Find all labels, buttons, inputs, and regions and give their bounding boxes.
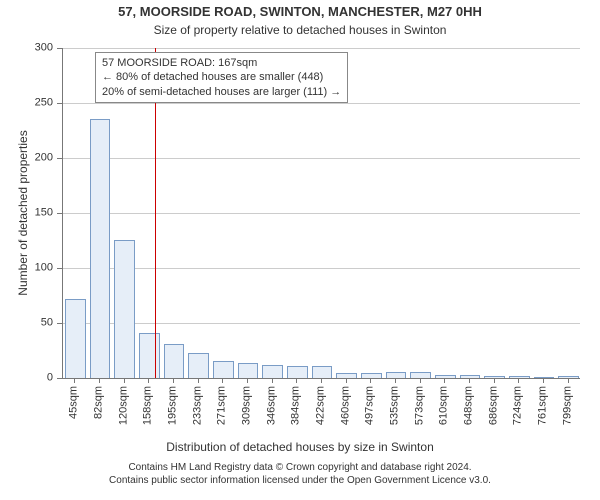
xtick-label: 648sqm xyxy=(464,386,475,446)
bar xyxy=(139,333,160,378)
bar xyxy=(287,366,308,378)
xtick-label: 346sqm xyxy=(266,386,277,446)
xtick-label: 384sqm xyxy=(291,386,302,446)
xtick-label: 497sqm xyxy=(365,386,376,446)
xtick-label: 422sqm xyxy=(316,386,327,446)
xtick-mark xyxy=(222,378,223,383)
gridline xyxy=(62,268,580,269)
xtick-label: 610sqm xyxy=(439,386,450,446)
footer: Contains HM Land Registry data © Crown c… xyxy=(0,462,600,487)
xtick-mark xyxy=(518,378,519,383)
bar xyxy=(213,361,234,379)
xtick-mark xyxy=(173,378,174,383)
y-axis-line xyxy=(62,48,63,378)
bar xyxy=(65,299,86,378)
bar xyxy=(164,344,185,378)
xtick-mark xyxy=(469,378,470,383)
xtick-mark xyxy=(198,378,199,383)
xtick-mark xyxy=(370,378,371,383)
xtick-mark xyxy=(247,378,248,383)
xtick-label: 195sqm xyxy=(168,386,179,446)
bar xyxy=(262,365,283,378)
xtick-label: 82sqm xyxy=(94,386,105,446)
title-sub: Size of property relative to detached ho… xyxy=(0,23,600,37)
xtick-mark xyxy=(346,378,347,383)
gridline xyxy=(62,158,580,159)
xtick-label: 309sqm xyxy=(242,386,253,446)
gridline xyxy=(62,103,580,104)
xtick-label: 233sqm xyxy=(192,386,203,446)
bar xyxy=(90,119,111,379)
xtick-mark xyxy=(296,378,297,383)
xtick-mark xyxy=(444,378,445,383)
gridline xyxy=(62,48,580,49)
xtick-mark xyxy=(420,378,421,383)
gridline xyxy=(62,213,580,214)
bar xyxy=(312,366,333,378)
xtick-label: 724sqm xyxy=(513,386,524,446)
xtick-label: 686sqm xyxy=(488,386,499,446)
xtick-mark xyxy=(124,378,125,383)
footer-line: Contains public sector information licen… xyxy=(0,475,600,488)
xtick-label: 120sqm xyxy=(118,386,129,446)
xtick-mark xyxy=(395,378,396,383)
xtick-label: 158sqm xyxy=(143,386,154,446)
xtick-mark xyxy=(568,378,569,383)
annotation-line: 20% of semi-detached houses are larger (… xyxy=(102,85,341,99)
xtick-mark xyxy=(272,378,273,383)
xtick-label: 761sqm xyxy=(538,386,549,446)
xtick-label: 535sqm xyxy=(390,386,401,446)
title-main: 57, MOORSIDE ROAD, SWINTON, MANCHESTER, … xyxy=(0,4,600,19)
annotation-line: ← 80% of detached houses are smaller (44… xyxy=(102,70,341,84)
xtick-mark xyxy=(494,378,495,383)
xtick-label: 573sqm xyxy=(414,386,425,446)
annotation-box: 57 MOORSIDE ROAD: 167sqm← 80% of detache… xyxy=(95,52,348,103)
xtick-mark xyxy=(321,378,322,383)
xtick-label: 271sqm xyxy=(217,386,228,446)
annotation-line: 57 MOORSIDE ROAD: 167sqm xyxy=(102,56,341,70)
x-axis-title: Distribution of detached houses by size … xyxy=(0,440,600,454)
y-axis-title: Number of detached properties xyxy=(16,48,30,378)
xtick-label: 799sqm xyxy=(562,386,573,446)
bar xyxy=(114,240,135,379)
gridline xyxy=(62,323,580,324)
xtick-label: 45sqm xyxy=(69,386,80,446)
bar xyxy=(238,363,259,378)
xtick-mark xyxy=(148,378,149,383)
bar xyxy=(188,353,209,378)
footer-line: Contains HM Land Registry data © Crown c… xyxy=(0,462,600,475)
xtick-mark xyxy=(543,378,544,383)
xtick-mark xyxy=(99,378,100,383)
xtick-mark xyxy=(74,378,75,383)
xtick-label: 460sqm xyxy=(340,386,351,446)
